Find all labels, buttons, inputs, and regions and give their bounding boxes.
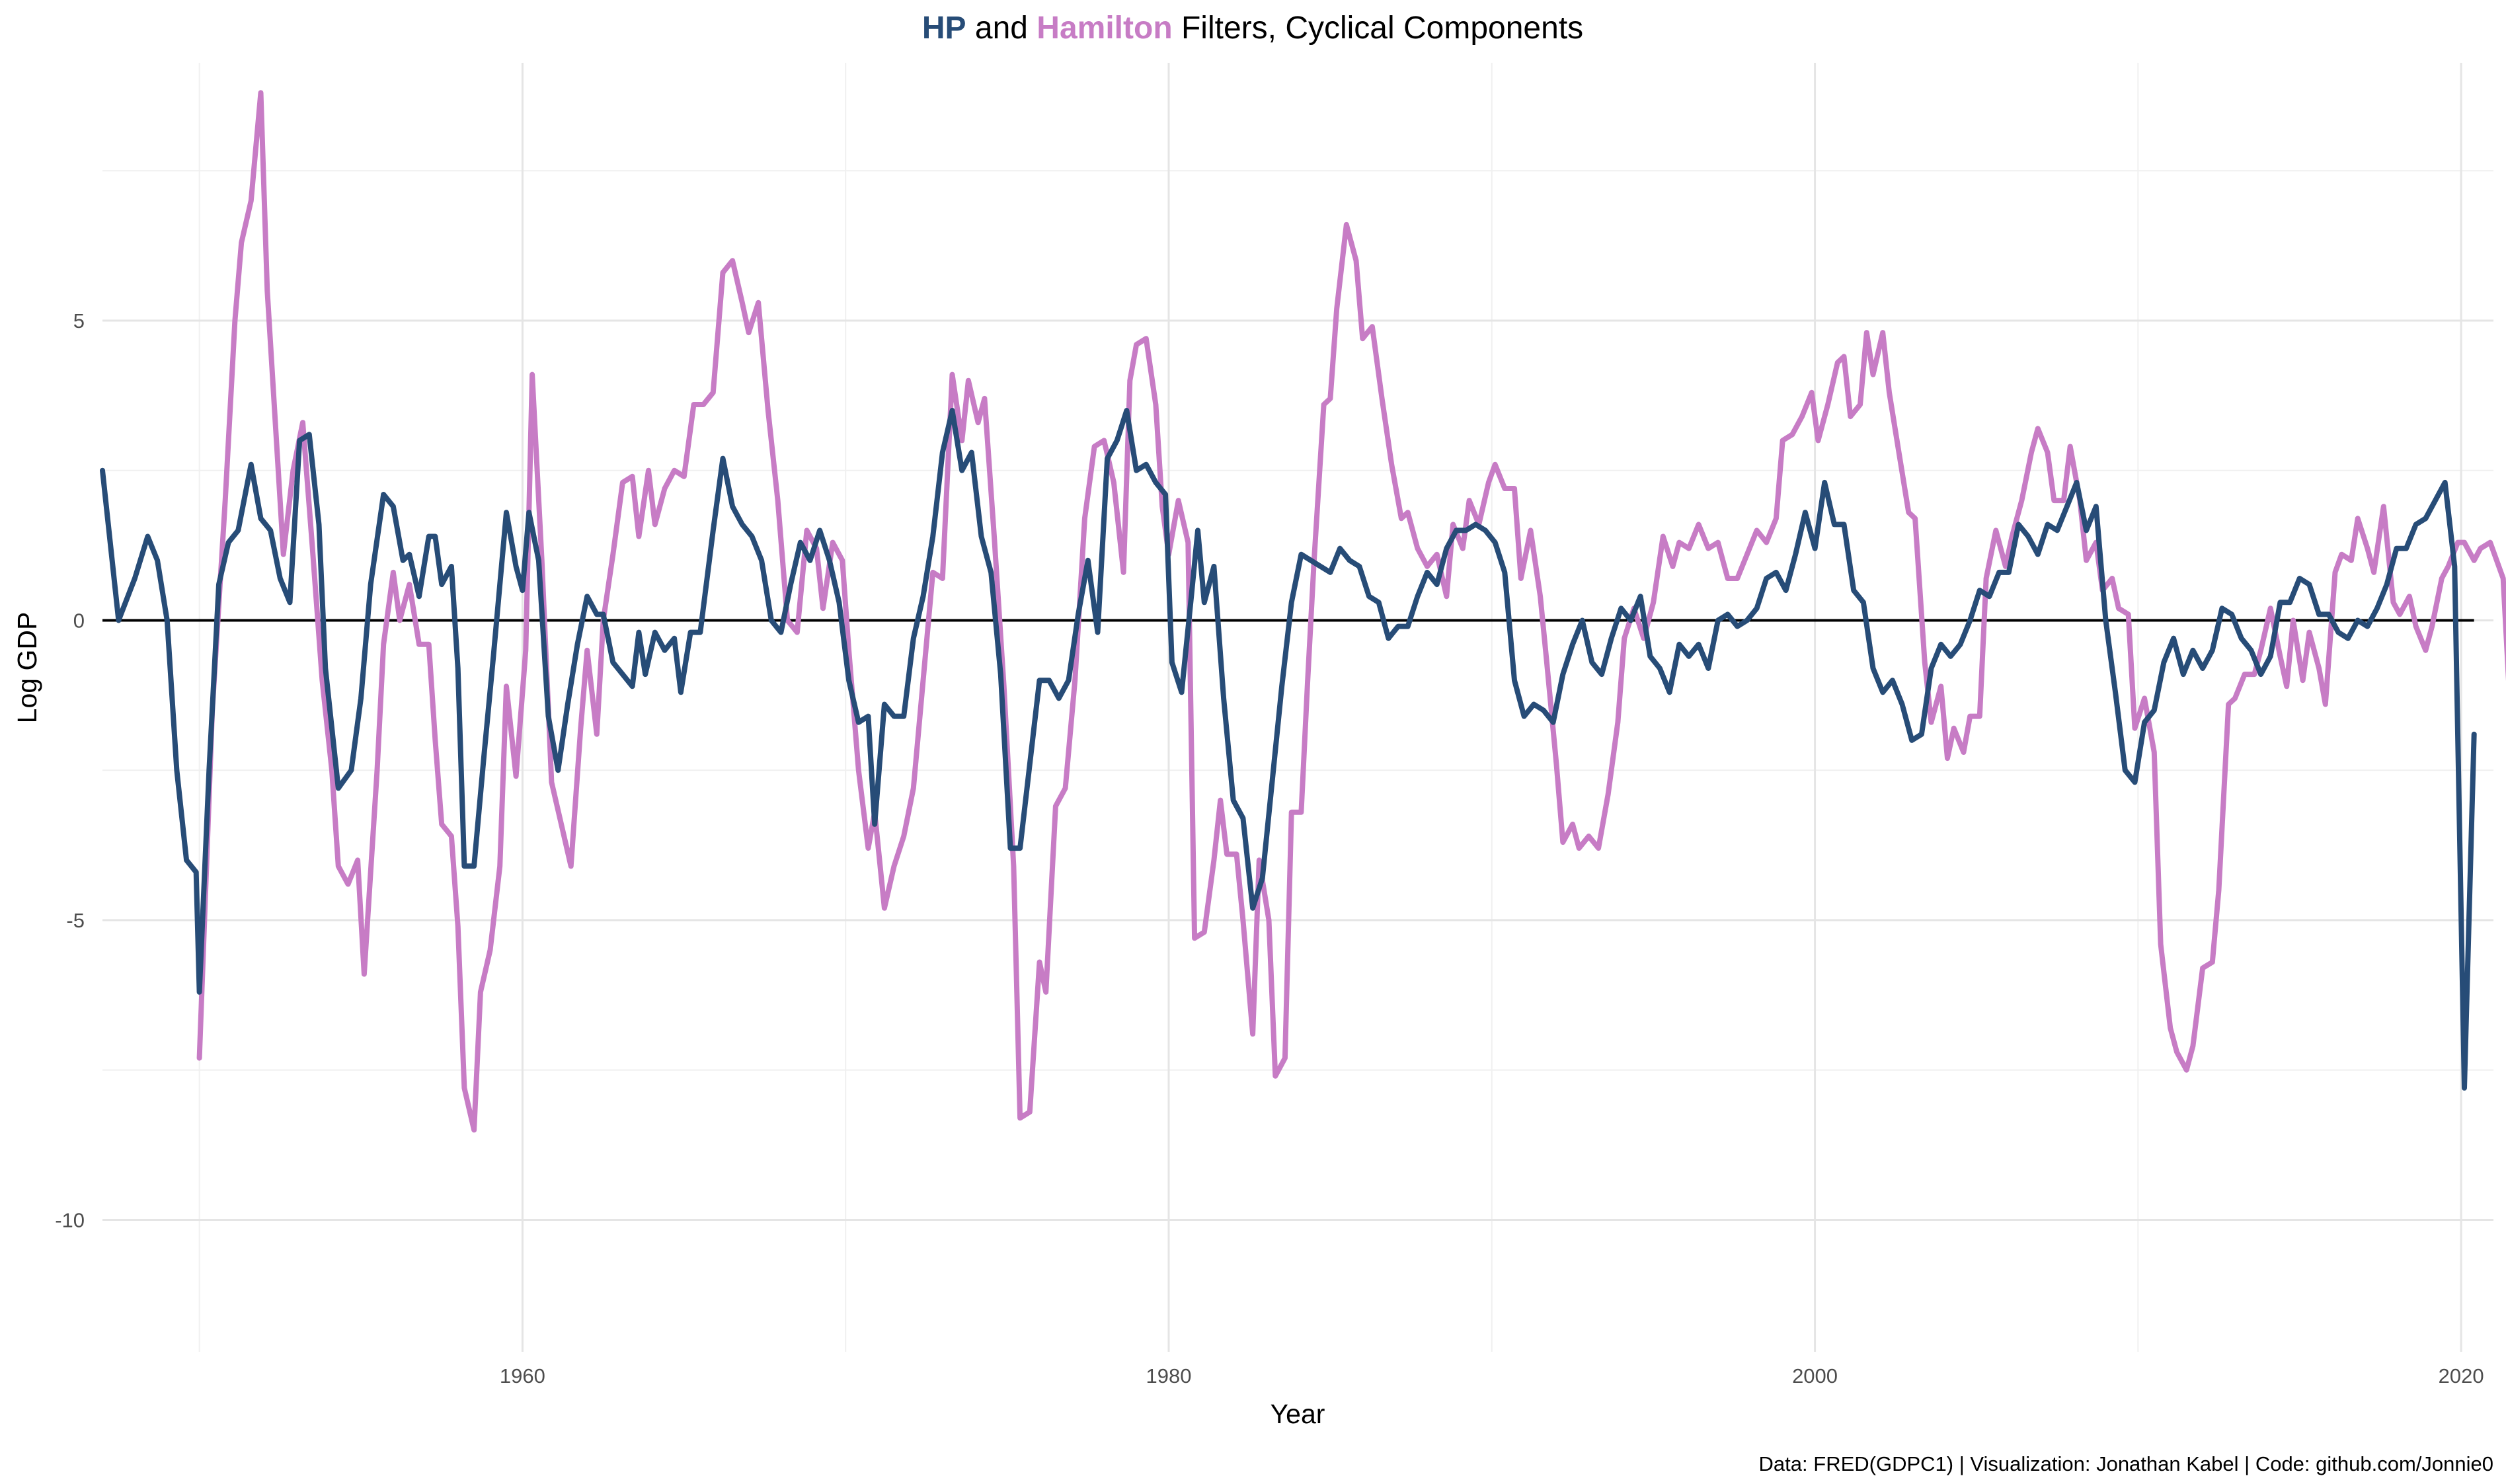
title-hp-word: HP bbox=[922, 11, 966, 46]
y-axis-title: Log GDP bbox=[12, 612, 42, 724]
data-source-caption: Data: FRED(GDPC1) | Visualization: Jonat… bbox=[1759, 1452, 2493, 1475]
x-axis-ticks: 1960 1980 2000 2020 bbox=[500, 1364, 2484, 1387]
y-tick-label: 5 bbox=[73, 309, 85, 332]
y-tick-label: 0 bbox=[73, 609, 85, 632]
y-tick-label: -5 bbox=[66, 909, 85, 932]
y-axis-ticks: 5 0 -5 -10 bbox=[55, 309, 85, 1231]
x-tick-label: 1960 bbox=[500, 1364, 545, 1387]
series-line-hp bbox=[100, 408, 2477, 1091]
x-tick-label: 1980 bbox=[1146, 1364, 1192, 1387]
series-layer bbox=[100, 90, 2506, 1133]
y-tick-label: -10 bbox=[55, 1208, 85, 1231]
x-tick-label: 2020 bbox=[2439, 1364, 2484, 1387]
title-hamilton-word: Hamilton bbox=[1037, 11, 1172, 46]
chart-title: HP and Hamilton Filters, Cyclical Compon… bbox=[922, 11, 1583, 46]
x-tick-label: 2000 bbox=[1792, 1364, 1838, 1387]
title-rest: Filters, Cyclical Components bbox=[1173, 11, 1584, 46]
x-axis-title: Year bbox=[1271, 1399, 1325, 1429]
title-and-word: and bbox=[966, 11, 1037, 46]
